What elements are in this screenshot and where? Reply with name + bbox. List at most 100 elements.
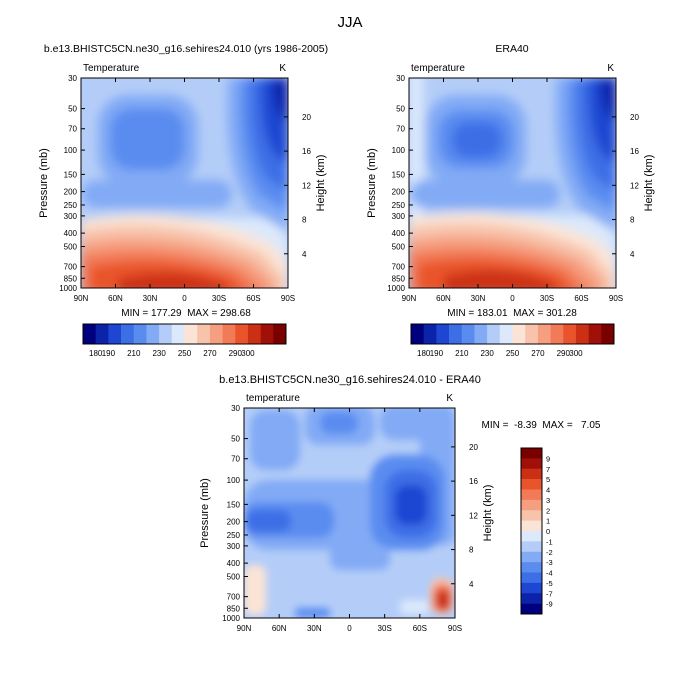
colorbar-frame (410, 323, 615, 345)
y-tick-label: 250 (64, 201, 78, 210)
colorbar-swatch (461, 324, 475, 344)
panel2-title: ERA40 (495, 43, 528, 55)
y2-tick-label: 12 (302, 181, 311, 190)
x-tick-label: 60N (108, 294, 123, 303)
y-tick-label: 150 (64, 170, 78, 179)
colorbar-label: 290 (557, 349, 571, 358)
colorbar-swatch (521, 582, 542, 594)
y2-tick-label: 4 (302, 250, 307, 259)
colorbar-swatch (121, 324, 135, 344)
y-tick-label: 150 (392, 170, 406, 179)
colorbar-swatch (521, 562, 542, 573)
x-tick-label: 30S (212, 294, 226, 303)
colorbar-swatch (449, 324, 463, 344)
y-tick-label: 100 (392, 146, 406, 155)
y-tick-label: 1000 (222, 614, 240, 623)
y-tick-label: 500 (227, 572, 241, 581)
y-tick-label: 500 (64, 242, 78, 251)
panel3-colorbar: 9 75 432 10-1 -2-3 -4-5-7 -9 (520, 447, 553, 615)
x-tick-label: 30N (471, 294, 486, 303)
panel2-left-label: temperature (411, 63, 465, 74)
panel1-y2label: Height (km) (315, 155, 327, 212)
y-tick-label: 250 (227, 531, 241, 540)
colorbar-swatch (423, 324, 437, 344)
colorbar-swatch (550, 324, 564, 344)
y2-tick-label: 8 (302, 216, 307, 225)
colorbar-swatch (521, 531, 542, 542)
x-tick-label: 30N (307, 624, 322, 633)
x-tick-label: 60N (436, 294, 451, 303)
colorbar-label: 290 (229, 349, 243, 358)
colorbar-swatch (521, 468, 542, 480)
x-tick-label: 60S (413, 624, 427, 633)
colorbar-label: 1 (546, 517, 550, 526)
y2-tick-label: 8 (630, 216, 635, 225)
colorbar-label: 230 (480, 349, 494, 358)
colorbar-swatch (521, 603, 542, 615)
colorbar-swatch (247, 324, 261, 344)
colorbar-swatch (588, 324, 602, 344)
y-tick-label: 300 (64, 212, 78, 221)
panel3-minmax: MIN = -8.39 MAX = 7.05 (482, 420, 601, 431)
colorbar-label: 190 (430, 349, 444, 358)
colorbar-swatch (260, 324, 274, 344)
x-tick-label: 30N (143, 294, 158, 303)
colorbar-swatch (575, 324, 589, 344)
difference-panel: b.e13.BHISTC5CN.ne30_g16.sehires24.010 -… (199, 374, 601, 633)
colorbar-swatch (487, 324, 501, 344)
colorbar-label: 5 (546, 475, 550, 484)
y-tick-label: 400 (227, 559, 241, 568)
colorbar-swatch (209, 324, 223, 344)
panel1-ylabel: Pressure (mb) (38, 148, 50, 218)
panel1-axes: 90N 60N 30N 0 30S 60S 90S 30 50 70 100 150 200 250 300… (59, 74, 311, 303)
panel2-y2label: Height (km) (643, 155, 655, 212)
colorbar-swatch (521, 499, 542, 511)
y2-tick-label: 16 (469, 477, 478, 486)
panel3-axes: 90N 60N 30N 0 30S 60S 90S 30 50 70 100 150 200 250 300… (222, 404, 478, 633)
colorbar-swatch (521, 510, 542, 521)
y-tick-label: 850 (227, 604, 241, 613)
panel1-minmax: MIN = 177.29 MAX = 298.68 (121, 308, 251, 319)
colorbar-label: -1 (546, 537, 553, 546)
colorbar-swatch (235, 324, 249, 344)
y-tick-label: 70 (68, 125, 77, 134)
colorbar-swatch (563, 324, 577, 344)
panel1-colorbar: 180 190 210 230 250 270 290 300 (82, 323, 287, 358)
colorbar-swatch (521, 541, 542, 553)
y-tick-label: 50 (396, 105, 405, 114)
colorbar-label: 270 (203, 349, 217, 358)
y-tick-label: 400 (392, 229, 406, 238)
y-tick-label: 150 (227, 500, 241, 509)
y-tick-label: 70 (231, 455, 240, 464)
y2-tick-label: 20 (302, 113, 311, 122)
y-tick-label: 50 (68, 105, 77, 114)
colorbar-swatch (521, 489, 542, 501)
colorbar-swatch (474, 324, 488, 344)
x-tick-label: 0 (182, 294, 187, 303)
colorbar-swatch (133, 324, 147, 344)
panel1-contour-fill (81, 78, 288, 288)
x-tick-label: 90S (281, 294, 295, 303)
colorbar-swatch (171, 324, 185, 344)
panel2-ylabel: Pressure (mb) (366, 148, 378, 218)
colorbar-swatch (83, 324, 96, 344)
colorbar-swatch (108, 324, 122, 344)
colorbar-label: -5 (546, 579, 553, 588)
panel3-contour-fill (244, 408, 455, 618)
y2-tick-label: 4 (630, 250, 635, 259)
colorbar-label: -7 (546, 589, 553, 598)
colorbar-swatch (95, 324, 109, 344)
colorbar-label: 300 (569, 349, 583, 358)
colorbar-frame (520, 447, 543, 615)
panel1-left-label: Temperature (83, 63, 140, 74)
colorbar-label: -2 (546, 548, 553, 557)
y2-tick-label: 12 (630, 181, 639, 190)
y2-tick-label: 16 (302, 147, 311, 156)
colorbar-label: 210 (455, 349, 469, 358)
x-tick-label: 0 (347, 624, 352, 633)
colorbar-swatch (521, 520, 542, 532)
y-tick-label: 700 (392, 263, 406, 272)
colorbar-label: 190 (102, 349, 116, 358)
y-tick-label: 850 (392, 274, 406, 283)
